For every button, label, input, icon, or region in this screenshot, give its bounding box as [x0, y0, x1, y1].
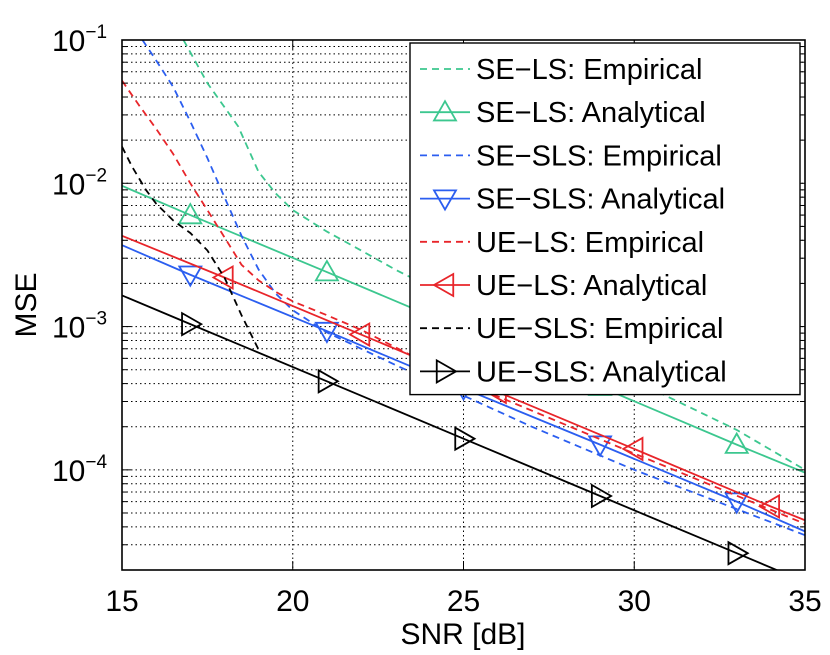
- series-1-marker: [177, 202, 203, 225]
- legend-label: UE−SLS: Empirical: [476, 313, 723, 345]
- x-tick-label: 15: [105, 585, 138, 618]
- y-tick-label: 10−1: [52, 22, 107, 58]
- grid: [122, 40, 805, 570]
- legend: SE−LS: Empirical SE−LS: Analytical SE−SLS:…: [409, 42, 801, 396]
- legend-swatch-marker: [435, 358, 458, 384]
- series-0-line: [182, 40, 805, 471]
- legend-label: SE−SLS: Analytical: [476, 184, 725, 216]
- series-0: [182, 40, 805, 471]
- series-7-marker: [317, 368, 340, 394]
- series-7-line: [122, 294, 779, 570]
- series-5-marker: [621, 436, 644, 462]
- series-5-marker: [348, 321, 371, 348]
- x-tick-label: 35: [788, 585, 821, 618]
- legend-label: UE−SLS: Analytical: [476, 356, 727, 388]
- x-tick-label: 25: [447, 585, 480, 618]
- legend-swatch-marker: [432, 272, 455, 298]
- legend-entry: SE−LS: Analytical: [420, 97, 706, 129]
- legend-entry: UE−SLS: Empirical: [420, 313, 723, 345]
- y-tick-label: 10−3: [52, 309, 107, 345]
- legend-entry: SE−LS: Empirical: [420, 54, 702, 86]
- x-axis-label: SNR [dB]: [400, 618, 525, 651]
- y-axis-label: MSE: [10, 272, 43, 337]
- legend-entry: SE−SLS: Empirical: [420, 140, 722, 172]
- series-1-marker: [724, 431, 750, 454]
- legend-label: SE−LS: Analytical: [476, 97, 706, 129]
- series-7-marker: [590, 483, 613, 509]
- y-tick-label: 10−2: [52, 165, 107, 201]
- series-6-line: [122, 146, 260, 351]
- series-6: [122, 146, 260, 351]
- series-3-marker: [314, 321, 340, 344]
- legend-box: [409, 42, 801, 396]
- series-3-marker: [177, 265, 203, 288]
- series-5-marker: [758, 493, 780, 520]
- series-7: [122, 294, 779, 570]
- series-7-marker: [727, 540, 750, 566]
- y-tick-label: 10−4: [52, 452, 107, 488]
- legend-label: UE−LS: Empirical: [476, 227, 704, 259]
- ticks: 15 20 25 30 35 10−1 10−2 10−3 10−4: [52, 22, 822, 618]
- legend-label: SE−LS: Empirical: [476, 54, 702, 86]
- series-7-marker: [454, 426, 477, 452]
- series-2-line: [141, 40, 805, 537]
- legend-entry: UE−LS: Analytical: [420, 270, 707, 302]
- legend-label: UE−LS: Analytical: [476, 270, 707, 302]
- legend-entry: UE−LS: Empirical: [420, 227, 704, 259]
- series-3-marker: [724, 492, 750, 515]
- legend-swatch-marker: [432, 189, 458, 212]
- legend-entry: SE−SLS: Analytical: [420, 184, 725, 216]
- series-7-marker: [181, 311, 204, 337]
- series-2: [141, 40, 805, 537]
- x-tick-label: 30: [618, 585, 651, 618]
- x-tick-label: 20: [276, 585, 309, 618]
- legend-swatch-marker: [432, 99, 458, 122]
- legend-label: SE−SLS: Empirical: [476, 140, 722, 172]
- series-1-marker: [314, 259, 340, 282]
- series-3-marker: [587, 435, 613, 458]
- legend-entry: UE−SLS: Analytical: [420, 356, 727, 388]
- series-5-marker: [211, 264, 234, 291]
